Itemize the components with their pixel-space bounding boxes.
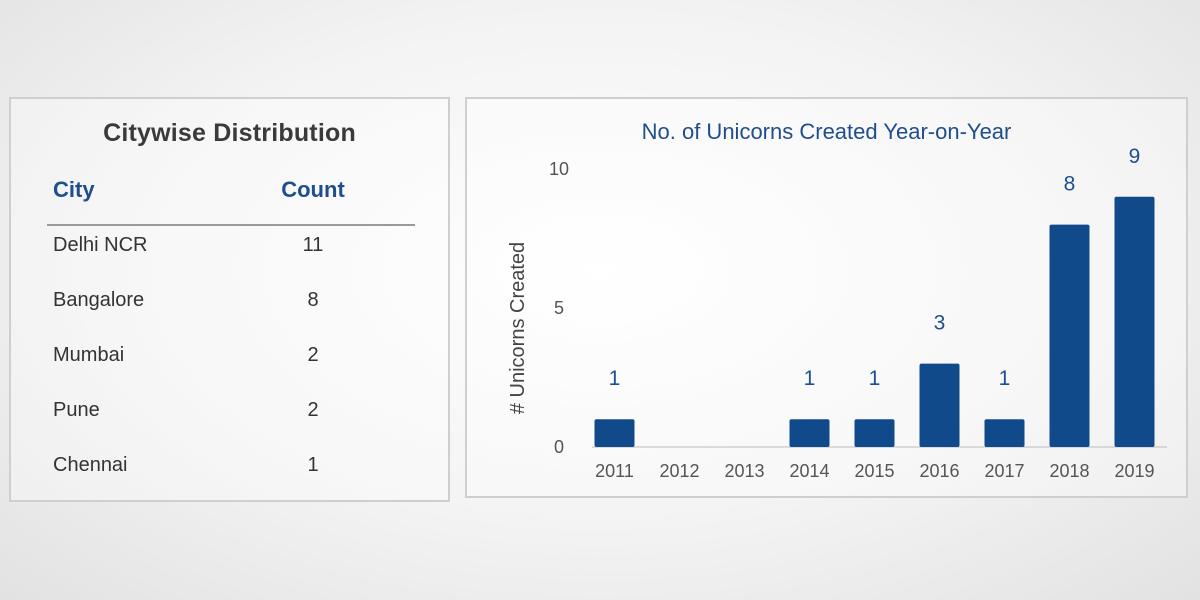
bar — [919, 363, 960, 447]
data-label: 1 — [804, 367, 816, 390]
table-row: Chennai 1 — [11, 454, 448, 484]
bar — [854, 419, 895, 447]
data-label: 9 — [1129, 145, 1141, 168]
city-cell: Delhi NCR — [53, 234, 148, 256]
table-row: Delhi NCR 11 — [11, 234, 448, 264]
bar-chart: 0 5 10 # Unicorns Created 1 2011 2012 2013 1 2014… — [507, 145, 1167, 481]
bar — [1049, 224, 1090, 447]
citywise-table-panel: Citywise Distribution City Count Delhi N… — [9, 97, 450, 502]
y-tick-label: 5 — [554, 298, 564, 318]
bar — [984, 419, 1025, 447]
table-row: Mumbai 2 — [11, 344, 448, 374]
city-cell: Bangalore — [53, 289, 145, 311]
y-tick-label: 0 — [554, 437, 564, 457]
y-axis-label: # Unicorns Created — [507, 242, 529, 414]
bar — [1114, 196, 1155, 447]
x-tick-label: 2014 — [789, 461, 829, 481]
x-tick-label: 2011 — [595, 461, 634, 481]
x-tick-label: 2013 — [724, 461, 764, 481]
x-tick-label: 2016 — [919, 461, 959, 481]
column-header-city: City — [53, 177, 95, 202]
data-label: 1 — [869, 367, 881, 390]
data-label: 1 — [999, 367, 1011, 390]
table-row: Pune 2 — [11, 399, 448, 429]
table-title: Citywise Distribution — [103, 119, 356, 147]
count-cell: 1 — [307, 454, 319, 476]
unicorn-chart-panel: 0 5 10 # Unicorns Created 1 2011 2012 2013 1 2014… — [465, 97, 1188, 498]
y-tick-label: 10 — [549, 159, 569, 179]
city-cell: Mumbai — [53, 344, 125, 366]
data-label: 8 — [1064, 173, 1076, 196]
bar — [594, 419, 635, 447]
x-tick-label: 2018 — [1049, 461, 1089, 481]
count-cell: 2 — [307, 344, 319, 366]
x-tick-label: 2019 — [1114, 461, 1154, 481]
x-tick-label: 2015 — [854, 461, 894, 481]
column-header-count: Count — [281, 177, 345, 202]
data-label: 3 — [934, 312, 946, 335]
count-cell: 8 — [307, 289, 319, 311]
bar — [789, 419, 830, 447]
data-label: 1 — [609, 367, 621, 390]
x-tick-label: 2012 — [659, 461, 699, 481]
city-cell: Pune — [53, 399, 100, 421]
count-cell: 2 — [307, 399, 319, 421]
table-row: Bangalore 8 — [11, 289, 448, 319]
x-tick-label: 2017 — [984, 461, 1024, 481]
header-divider — [47, 224, 415, 226]
count-cell: 11 — [302, 234, 324, 256]
city-cell: Chennai — [53, 454, 128, 476]
chart-title: No. of Unicorns Created Year-on-Year — [641, 119, 1012, 144]
